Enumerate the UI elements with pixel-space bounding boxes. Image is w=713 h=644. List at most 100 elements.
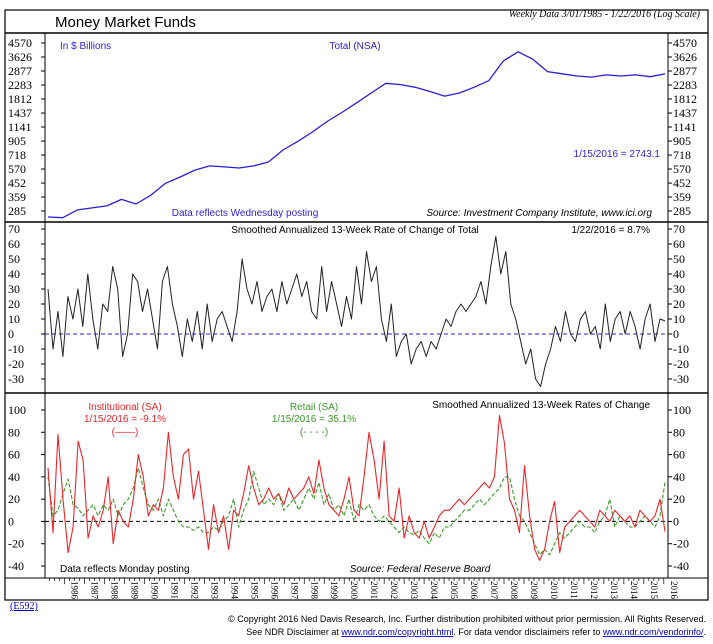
- inst-legend-key: (——): [112, 427, 139, 438]
- y-tick-label-right: 40: [673, 470, 685, 484]
- x-tick-label-1996: 1996: [269, 581, 279, 600]
- fed-source: Source: Federal Reserve Board: [350, 564, 491, 575]
- inst-legend-name: Institutional (SA): [88, 402, 161, 413]
- monday-note: Data reflects Monday posting: [60, 564, 190, 575]
- y-tick-label-right: 80: [673, 425, 685, 439]
- y-tick-label-right: 2877: [673, 64, 697, 78]
- y-tick-label-right: 905: [673, 134, 691, 148]
- y-tick-label-left: 1437: [8, 106, 32, 120]
- copyright-link[interactable]: www.ndr.com/copyright.html: [340, 627, 453, 637]
- y-tick-label-left: 0: [8, 514, 14, 528]
- y-tick-label-left: 452: [8, 176, 26, 190]
- y-tick-label-left: 2877: [8, 64, 32, 78]
- x-tick-label-2003: 2003: [409, 581, 419, 600]
- y-tick-label-right: 0: [673, 514, 679, 528]
- y-tick-label-left: 285: [8, 204, 26, 218]
- x-tick-label-1989: 1989: [129, 581, 139, 600]
- retail-legend-value: 1/15/2016 = 35.1%: [272, 414, 356, 425]
- inst-legend-value: 1/15/2016 = -9.1%: [84, 414, 166, 425]
- y-tick-label-right: 10: [673, 312, 685, 326]
- retail-series-line: [47, 467, 666, 556]
- x-tick-label-1987: 1987: [90, 581, 100, 600]
- x-tick-label-2008: 2008: [509, 581, 519, 600]
- x-tick-label-1988: 1988: [110, 581, 120, 600]
- ici-source: Source: Investment Company Institute, ww…: [426, 208, 652, 219]
- retail-legend-name: Retail (SA): [290, 402, 338, 413]
- y-tick-label-left: -20: [8, 537, 24, 551]
- y-tick-label-left: 50: [8, 252, 20, 266]
- y-tick-label-left: 1812: [8, 92, 32, 106]
- x-tick-label-2009: 2009: [529, 581, 539, 600]
- y-tick-label-right: 0: [673, 327, 679, 341]
- y-tick-label-right: 50: [673, 252, 685, 266]
- y-tick-label-left: 80: [8, 425, 20, 439]
- x-tick-label-2013: 2013: [609, 581, 619, 600]
- y-tick-label-right: 20: [673, 492, 685, 506]
- retail-legend-key: (- - - -): [300, 427, 328, 438]
- x-tick-label-1993: 1993: [209, 581, 219, 600]
- y-tick-label-left: 2283: [8, 78, 32, 92]
- chart-code-link[interactable]: (E592): [10, 601, 38, 612]
- institutional-series-line: [47, 415, 666, 561]
- x-tick-label-2012: 2012: [589, 581, 599, 599]
- roc-title: Smoothed Annualized 13-Week Rate of Chan…: [231, 225, 479, 236]
- y-tick-label-left: -10: [8, 342, 24, 356]
- y-tick-label-left: 4570: [8, 36, 32, 50]
- y-tick-label-right: 60: [673, 237, 685, 251]
- x-tick-label-1995: 1995: [249, 581, 259, 600]
- y-tick-label-left: 1141: [8, 120, 32, 134]
- y-tick-label-right: 60: [673, 448, 685, 462]
- y-tick-label-left: 60: [8, 448, 20, 462]
- y-tick-label-left: 40: [8, 470, 20, 484]
- x-tick-label-1990: 1990: [149, 581, 159, 600]
- x-tick-label-1991: 1991: [169, 581, 179, 599]
- y-tick-label-right: 1437: [673, 106, 697, 120]
- x-tick-label-2010: 2010: [549, 581, 559, 600]
- y-tick-label-left: 100: [8, 403, 26, 417]
- vendorinfo-link[interactable]: www.ndr.com/vendorinfo/: [602, 627, 704, 637]
- y-tick-label-right: -20: [673, 537, 689, 551]
- y-tick-label-left: 70: [8, 222, 20, 236]
- disclaimer-text-a: See NDR Disclaimer at: [246, 627, 341, 637]
- y-tick-label-left: 905: [8, 134, 26, 148]
- total-annotation: 1/15/2016 = 2743.1: [574, 149, 661, 160]
- x-tick-label-1986: 1986: [70, 581, 80, 600]
- y-tick-label-left: 60: [8, 237, 20, 251]
- y-tick-label-right: 452: [673, 176, 691, 190]
- y-tick-label-right: 1141: [673, 120, 697, 134]
- y-tick-label-left: 20: [8, 492, 20, 506]
- y-tick-label-right: -40: [673, 559, 689, 573]
- copyright-line: © Copyright 2016 Ned Davis Research, Inc…: [228, 614, 706, 624]
- x-tick-label-1998: 1998: [309, 581, 319, 600]
- y-tick-label-right: 4570: [673, 36, 697, 50]
- x-tick-label-1994: 1994: [229, 581, 239, 600]
- y-tick-label-right: 718: [673, 148, 691, 162]
- y-tick-label-left: 10: [8, 312, 20, 326]
- y-tick-label-right: -20: [673, 357, 689, 371]
- units-label: In $ Billions: [60, 41, 111, 52]
- x-tick-label-2016: 2016: [669, 581, 679, 600]
- y-tick-label-right: 100: [673, 403, 691, 417]
- disclaimer-text-b: . For data vendor disclaimers refer to: [453, 627, 603, 637]
- rates-title: Smoothed Annualized 13-Week Rates of Cha…: [432, 400, 650, 411]
- roc-annotation: 1/22/2016 = 8.7%: [571, 225, 650, 236]
- y-tick-label-left: 30: [8, 282, 20, 296]
- x-tick-label-1997: 1997: [289, 581, 299, 600]
- y-tick-label-right: 3626: [673, 50, 697, 64]
- y-tick-label-right: 20: [673, 297, 685, 311]
- y-tick-label-left: 0: [8, 327, 14, 341]
- x-tick-label-2014: 2014: [629, 581, 639, 600]
- y-tick-label-left: -40: [8, 559, 24, 573]
- y-tick-label-left: 570: [8, 162, 26, 176]
- y-tick-label-right: -30: [673, 372, 689, 386]
- chart-frame: [4, 9, 709, 601]
- x-tick-label-2000: 2000: [349, 581, 359, 600]
- y-tick-label-right: 1812: [673, 92, 697, 106]
- wednesday-note: Data reflects Wednesday posting: [172, 208, 319, 219]
- disclaimer-text-c: .: [703, 627, 706, 637]
- x-tick-label-2004: 2004: [429, 581, 439, 600]
- y-tick-label-left: 40: [8, 267, 20, 281]
- x-tick-label-1999: 1999: [329, 581, 339, 600]
- chart-subtitle: Weekly Data 3/01/1985 - 1/22/2016 (Log S…: [509, 9, 701, 20]
